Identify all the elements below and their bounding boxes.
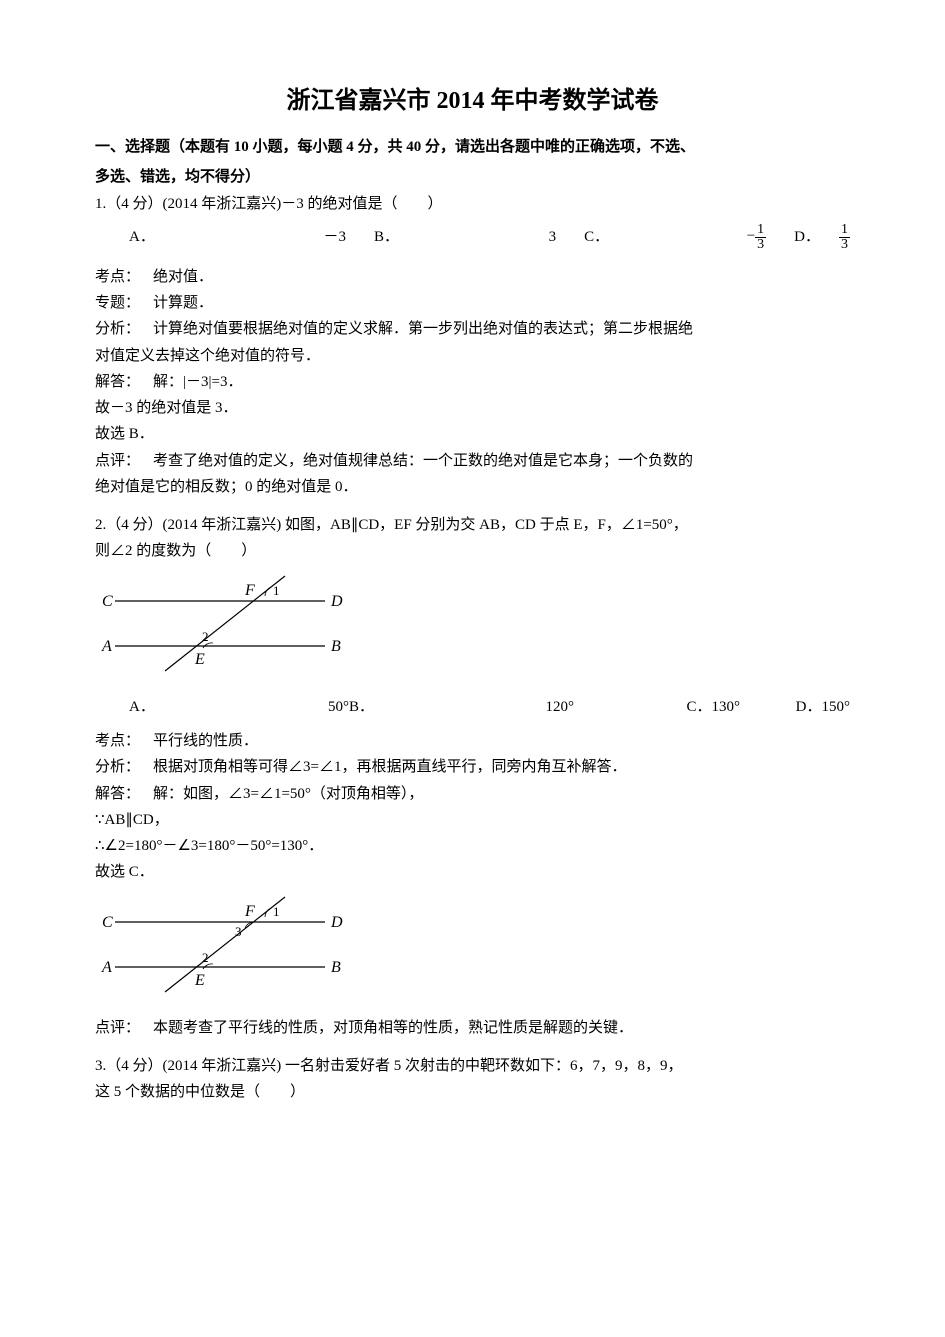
q3-block: 3.（4 分）(2014 年浙江嘉兴) 一名射击爱好者 5 次射击的中靶环数如下… — [95, 1053, 850, 1106]
q2-jieda-v3: ∴∠2=180°－∠3=180°－50°=130°． — [95, 833, 850, 859]
q1-zhuanti-k: 专题： — [95, 290, 153, 316]
q2-fenxi-v: 根据对顶角相等可得∠3=∠1，再根据两直线平行，同旁内角互补解答． — [153, 754, 850, 780]
q1-jieda-k: 解答： — [95, 369, 153, 395]
lbl-E: E — [194, 651, 205, 668]
q3-stem2: 这 5 个数据的中位数是（ ） — [95, 1079, 850, 1105]
lbl-A: A — [101, 638, 112, 655]
q2-dianping-k: 点评： — [95, 1015, 153, 1041]
q1-fenxi-k: 分析： — [95, 316, 153, 342]
q3-stem1: 3.（4 分）(2014 年浙江嘉兴) 一名射击爱好者 5 次射击的中靶环数如下… — [95, 1053, 850, 1079]
q2-stem2: 则∠2 的度数为（ ） — [95, 538, 850, 564]
section-heading-l2: 多选、错选，均不得分） — [95, 164, 850, 190]
lbl2-2: 2 — [202, 950, 209, 965]
q1-fenxi-v2: 对值定义去掉这个绝对值的符号． — [95, 343, 850, 369]
q2-B-val: 120° — [374, 694, 574, 720]
lbl-2: 2 — [202, 629, 209, 644]
q1-A: A． — [95, 224, 189, 250]
q1-dianping-v: 考查了绝对值的定义，绝对值规律总结：一个正数的绝对值是它本身；一个负数的 — [153, 448, 850, 474]
q1-fenxi-v: 计算绝对值要根据绝对值的定义求解．第一步列出绝对值的表达式；第二步根据绝 — [153, 316, 850, 342]
q1-kaodian-v: 绝对值． — [153, 264, 850, 290]
q2-stem1: 2.（4 分）(2014 年浙江嘉兴) 如图，AB∥CD，EF 分别为交 AB，… — [95, 512, 850, 538]
q1-choices: A． －3 B． 3 C． −13 D． 13 — [95, 223, 850, 252]
lbl2-B: B — [331, 959, 341, 976]
q2-B: B． — [349, 694, 374, 720]
q1-D-val: 13 — [820, 223, 850, 252]
q1-zhuanti-v: 计算题． — [153, 290, 850, 316]
q2-jieda-v: 解：如图，∠3=∠1=50°（对顶角相等）， — [153, 781, 850, 807]
q1-B: B． — [374, 224, 399, 250]
q1-jieda-v3: 故选 B． — [95, 421, 850, 447]
q1-dianping-k: 点评： — [95, 448, 153, 474]
q2-diagram-sol: C D A B F E 1 2 3 — [95, 892, 355, 1002]
lbl2-3: 3 — [235, 924, 242, 939]
q1-D: D． — [794, 224, 820, 250]
q2-jieda-v2: ∵AB∥CD， — [95, 807, 850, 833]
section-heading-l1: 一、选择题（本题有 10 小题，每小题 4 分，共 40 分，请选出各题中唯的正… — [95, 134, 850, 160]
lbl-C: C — [102, 593, 113, 610]
q1-A-val: －3 — [189, 224, 374, 250]
lbl2-C: C — [102, 914, 113, 931]
lbl-B: B — [331, 638, 341, 655]
lbl2-E: E — [194, 972, 205, 989]
q2-diagram: C D A B F E 1 2 — [95, 571, 355, 681]
q2-C: C．130° — [574, 694, 740, 720]
q1-stem: 1.（4 分）(2014 年浙江嘉兴)－3 的绝对值是（ ） — [95, 191, 850, 217]
page-title: 浙江省嘉兴市 2014 年中考数学试卷 — [95, 80, 850, 122]
q2-D: D．150° — [740, 694, 850, 720]
q2-kaodian-v: 平行线的性质． — [153, 728, 850, 754]
lbl-F: F — [244, 582, 255, 599]
lbl2-D: D — [330, 914, 343, 931]
q1-B-val: 3 — [399, 224, 584, 250]
lbl2-F: F — [244, 903, 255, 920]
lbl2-A: A — [101, 959, 112, 976]
q2-jieda-k: 解答： — [95, 781, 153, 807]
q1-dianping-v2: 绝对值是它的相反数；0 的绝对值是 0． — [95, 474, 850, 500]
q2-fenxi-k: 分析： — [95, 754, 153, 780]
q2-kaodian-k: 考点： — [95, 728, 153, 754]
lbl-D: D — [330, 593, 343, 610]
q2-block: 2.（4 分）(2014 年浙江嘉兴) 如图，AB∥CD，EF 分别为交 AB，… — [95, 512, 850, 1041]
q2-A: A． — [95, 694, 189, 720]
q1-solution: 考点：绝对值． 专题：计算题． 分析：计算绝对值要根据绝对值的定义求解．第一步列… — [95, 264, 850, 500]
lbl2-1: 1 — [273, 904, 280, 919]
q1-C-val: −13 — [609, 223, 794, 252]
q2-A-val: 50° — [189, 694, 349, 720]
lbl-1: 1 — [273, 583, 280, 598]
q1-jieda-v: 解：|－3|=3． — [153, 369, 850, 395]
q1-kaodian-k: 考点： — [95, 264, 153, 290]
q1-C: C． — [584, 224, 609, 250]
q2-jieda-v4: 故选 C． — [95, 859, 850, 885]
page: 浙江省嘉兴市 2014 年中考数学试卷 一、选择题（本题有 10 小题，每小题 … — [0, 0, 945, 1337]
q1-jieda-v2: 故－3 的绝对值是 3． — [95, 395, 850, 421]
q2-choices: A． 50° B． 120° C．130° D．150° — [95, 694, 850, 720]
q2-dianping-v: 本题考查了平行线的性质，对顶角相等的性质，熟记性质是解题的关键． — [153, 1015, 850, 1041]
